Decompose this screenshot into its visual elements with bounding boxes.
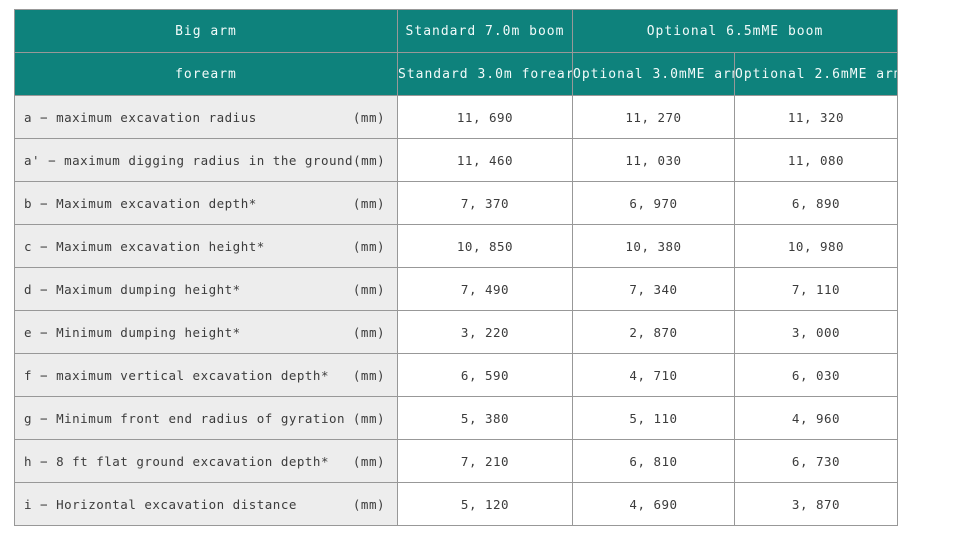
- table-body: a − maximum excavation radius (mm) 11, 6…: [14, 95, 899, 526]
- value-optional-arm-30: 5, 110: [572, 396, 735, 440]
- row-label-cell: g − Minimum front end radius of gyration…: [14, 396, 398, 440]
- value-optional-arm-30: 11, 270: [572, 95, 735, 139]
- value-optional-arm-26: 7, 110: [733, 267, 899, 311]
- row-label: c − Maximum excavation height*: [24, 238, 265, 254]
- header-big-arm: Big arm: [14, 9, 398, 53]
- row-unit: (mm): [353, 152, 386, 168]
- table-row: c − Maximum excavation height* (mm) 10, …: [14, 224, 899, 268]
- row-label: a' − maximum digging radius in the groun…: [24, 152, 354, 168]
- row-label: g − Minimum front end radius of gyration: [24, 410, 346, 426]
- table-header: Big arm Standard 7.0m boom Optional 6.5m…: [14, 9, 899, 96]
- value-standard-forearm: 7, 490: [397, 267, 573, 311]
- value-standard-forearm: 5, 380: [397, 396, 573, 440]
- header-optional-boom: Optional 6.5mME boom: [571, 9, 899, 53]
- value-optional-arm-26: 11, 320: [733, 95, 899, 139]
- table-row: a' − maximum digging radius in the groun…: [14, 138, 899, 182]
- value-optional-arm-26: 6, 730: [733, 439, 899, 483]
- header-standard-forearm: Standard 3.0m forearm: [397, 52, 573, 96]
- row-label: d − Maximum dumping height*: [24, 281, 241, 297]
- value-standard-forearm: 11, 460: [397, 138, 573, 182]
- value-standard-forearm: 7, 210: [397, 439, 573, 483]
- table-row: h − 8 ft flat ground excavation depth* (…: [14, 439, 899, 483]
- value-standard-forearm: 11, 690: [397, 95, 573, 139]
- value-optional-arm-26: 3, 000: [733, 310, 899, 354]
- value-standard-forearm: 3, 220: [397, 310, 573, 354]
- table-row: g − Minimum front end radius of gyration…: [14, 396, 899, 440]
- table-row: b − Maximum excavation depth* (mm) 7, 37…: [14, 181, 899, 225]
- row-unit: (mm): [352, 367, 385, 383]
- value-standard-forearm: 6, 590: [397, 353, 573, 397]
- row-label-cell: a' − maximum digging radius in the groun…: [14, 138, 398, 182]
- row-label-cell: f − maximum vertical excavation depth* (…: [14, 353, 398, 397]
- row-unit: (mm): [352, 109, 385, 125]
- header-standard-boom: Standard 7.0m boom: [397, 9, 573, 53]
- value-optional-arm-26: 4, 960: [733, 396, 899, 440]
- row-label: f − maximum vertical excavation depth*: [24, 367, 329, 383]
- row-label-cell: a − maximum excavation radius (mm): [14, 95, 398, 139]
- value-standard-forearm: 7, 370: [397, 181, 573, 225]
- row-unit: (mm): [352, 238, 385, 254]
- row-unit: (mm): [352, 453, 385, 469]
- value-optional-arm-30: 2, 870: [572, 310, 735, 354]
- value-optional-arm-26: 11, 080: [733, 138, 899, 182]
- table-row: i − Horizontal excavation distance (mm) …: [14, 482, 899, 526]
- value-optional-arm-26: 6, 030: [733, 353, 899, 397]
- header-row-boom: Big arm Standard 7.0m boom Optional 6.5m…: [14, 9, 899, 53]
- row-label: i − Horizontal excavation distance: [24, 496, 297, 512]
- value-optional-arm-26: 6, 890: [733, 181, 899, 225]
- excavator-specs-table: Big arm Standard 7.0m boom Optional 6.5m…: [14, 9, 899, 526]
- row-label-cell: h − 8 ft flat ground excavation depth* (…: [14, 439, 398, 483]
- row-label-cell: e − Minimum dumping height* (mm): [14, 310, 398, 354]
- table-row: f − maximum vertical excavation depth* (…: [14, 353, 899, 397]
- row-label: h − 8 ft flat ground excavation depth*: [24, 453, 329, 469]
- row-unit: (mm): [352, 410, 385, 426]
- row-label-cell: i − Horizontal excavation distance (mm): [14, 482, 398, 526]
- row-label: b − Maximum excavation depth*: [24, 195, 257, 211]
- value-optional-arm-30: 6, 970: [572, 181, 735, 225]
- row-label: e − Minimum dumping height*: [24, 324, 241, 340]
- header-optional-arm-30: Optional 3.0mME arm: [572, 52, 735, 96]
- header-forearm: forearm: [14, 52, 398, 96]
- value-optional-arm-30: 4, 690: [572, 482, 735, 526]
- row-label-cell: c − Maximum excavation height* (mm): [14, 224, 398, 268]
- table-row: d − Maximum dumping height* (mm) 7, 490 …: [14, 267, 899, 311]
- row-label: a − maximum excavation radius: [24, 109, 257, 125]
- row-label-cell: b − Maximum excavation depth* (mm): [14, 181, 398, 225]
- table-row: e − Minimum dumping height* (mm) 3, 220 …: [14, 310, 899, 354]
- header-row-forearm: forearm Standard 3.0m forearm Optional 3…: [14, 52, 899, 96]
- row-unit: (mm): [352, 281, 385, 297]
- value-optional-arm-26: 10, 980: [733, 224, 899, 268]
- value-standard-forearm: 5, 120: [397, 482, 573, 526]
- row-unit: (mm): [352, 496, 385, 512]
- row-label-cell: d − Maximum dumping height* (mm): [14, 267, 398, 311]
- row-unit: (mm): [352, 195, 385, 211]
- header-optional-arm-26: Optional 2.6mME arm: [733, 52, 899, 96]
- value-optional-arm-30: 10, 380: [572, 224, 735, 268]
- value-optional-arm-30: 7, 340: [572, 267, 735, 311]
- table-row: a − maximum excavation radius (mm) 11, 6…: [14, 95, 899, 139]
- value-optional-arm-30: 6, 810: [572, 439, 735, 483]
- value-optional-arm-30: 11, 030: [572, 138, 735, 182]
- value-optional-arm-26: 3, 870: [733, 482, 899, 526]
- row-unit: (mm): [352, 324, 385, 340]
- value-optional-arm-30: 4, 710: [572, 353, 735, 397]
- value-standard-forearm: 10, 850: [397, 224, 573, 268]
